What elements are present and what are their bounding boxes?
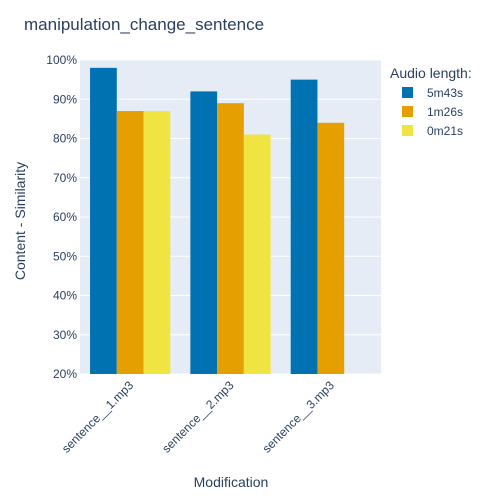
bar [190,91,218,375]
bar [317,122,345,374]
bar [116,111,144,375]
x-axis-ticks: sentence__1.mp3 sentence__2.mp3 sentence__… [59,378,337,456]
legend-swatch [402,87,413,98]
y-tick-label: 20% [53,367,77,381]
bar [290,79,318,374]
legend-label: 5m43s [427,86,463,100]
y-tick-label: 40% [53,289,77,303]
bars [90,67,345,375]
x-tick-label: sentence__1.mp3 [59,378,137,456]
y-axis-ticks: 20% 30% 40% 50% 60% 70% 80% 90% 100% [46,53,77,381]
legend-swatch [402,125,413,136]
x-tick-label: sentence__3.mp3 [260,378,338,456]
y-tick-label: 70% [53,171,77,185]
legend-label: 0m21s [427,124,463,138]
y-tick-label: 80% [53,132,77,146]
legend-label: 1m26s [427,105,463,119]
y-tick-label: 60% [53,210,77,224]
y-tick-label: 90% [53,92,77,106]
y-tick-label: 100% [46,53,77,67]
bar [243,134,271,374]
bar [217,103,244,375]
y-tick-label: 30% [53,328,77,342]
legend[interactable]: Audio length: 5m43s 1m26s 0m21s [390,65,472,138]
x-tick-label: sentence__2.mp3 [159,378,237,456]
x-axis-title: Modification [194,474,269,490]
y-axis-title: Content - Similarity [12,162,28,280]
bar [90,67,117,374]
y-tick-label: 50% [53,249,77,263]
chart-title: manipulation_change_sentence [24,15,264,34]
legend-title: Audio length: [390,65,472,81]
bar [143,111,171,375]
legend-swatch [402,106,413,117]
